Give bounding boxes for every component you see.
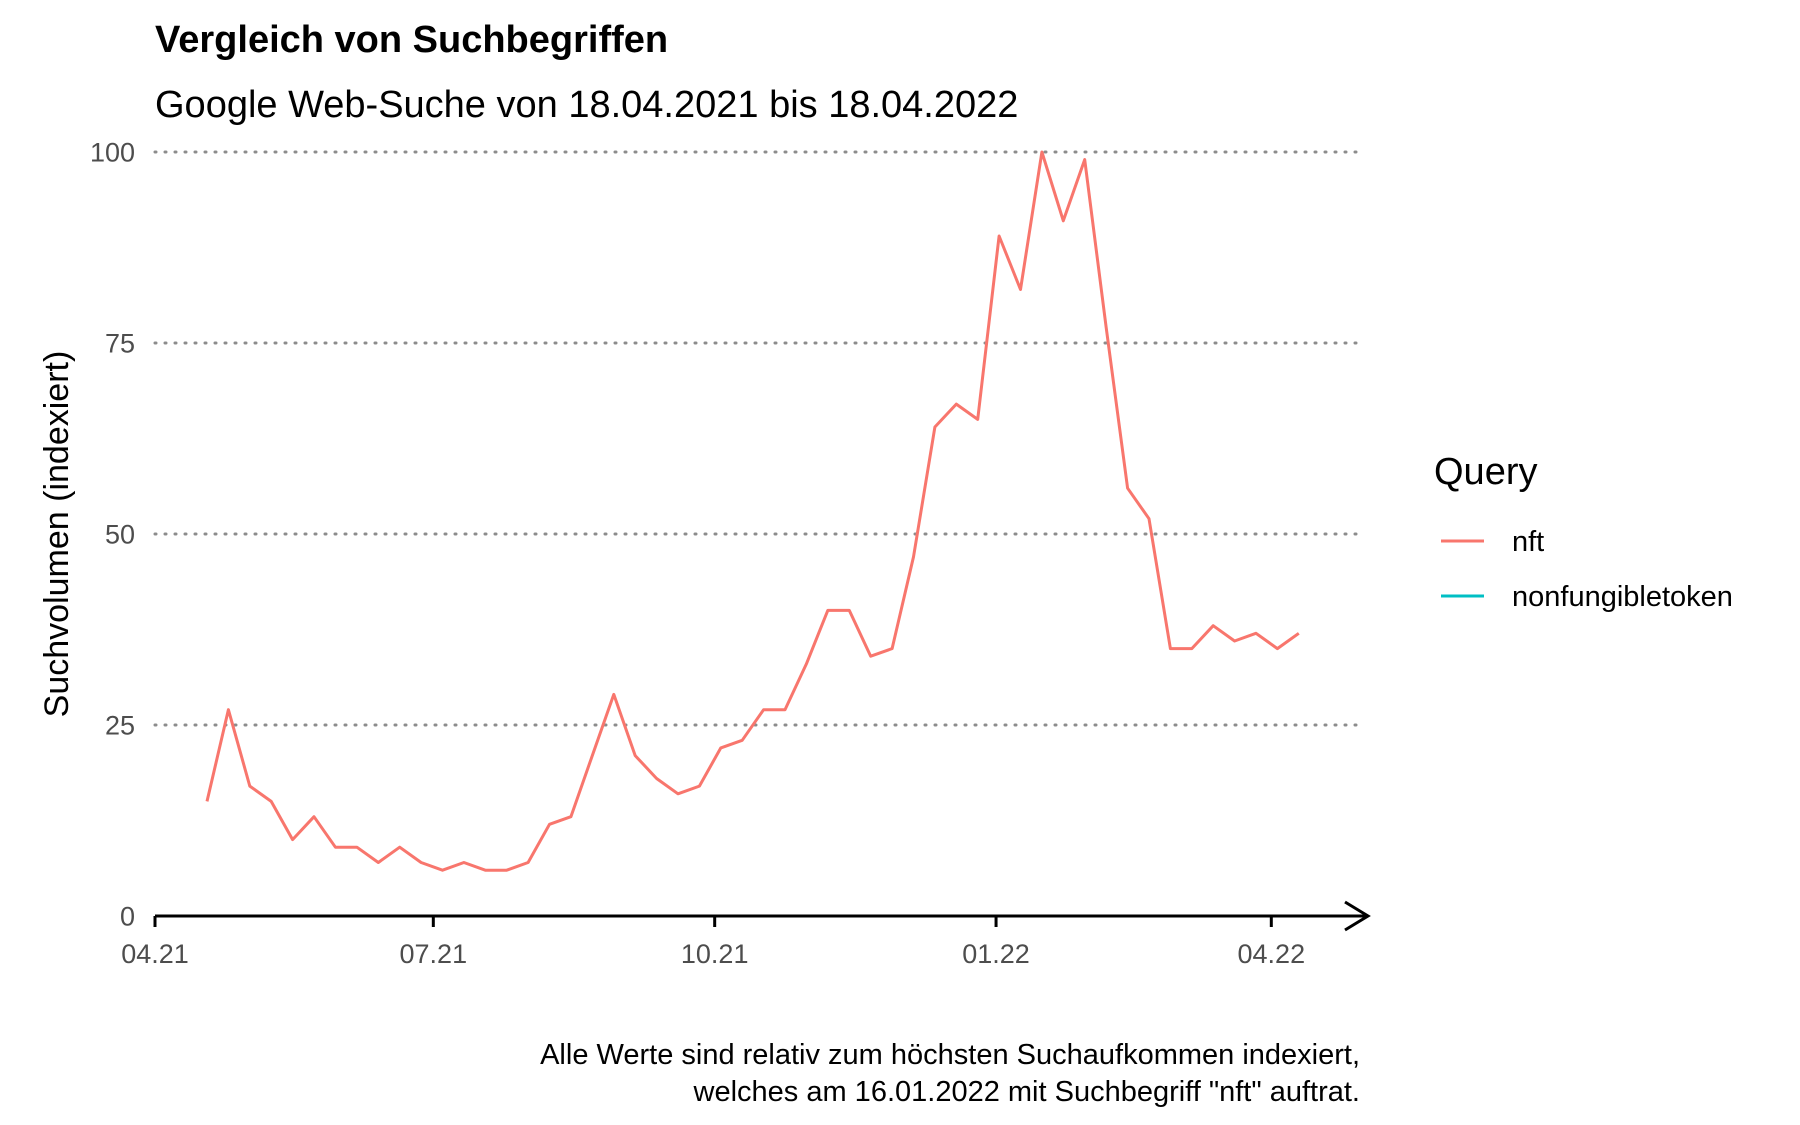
legend-label-nonfungibletoken: nonfungibletoken xyxy=(1512,581,1733,613)
chart-subtitle: Google Web-Suche von 18.04.2021 bis 18.0… xyxy=(155,84,1018,126)
x-tick-label: 04.21 xyxy=(121,939,189,969)
series-line-nft xyxy=(205,150,1300,872)
y-gridlines xyxy=(153,150,1367,727)
legend-label-nft: nft xyxy=(1512,526,1544,558)
y-tick-label: 100 xyxy=(90,137,135,167)
x-tick-label: 01.22 xyxy=(962,939,1030,969)
chart-title: Vergleich von Suchbegriffen xyxy=(155,19,668,61)
x-tick-label: 10.21 xyxy=(681,939,749,969)
y-tick-label: 0 xyxy=(120,901,135,931)
y-axis-title: Suchvolumen (indexiert) xyxy=(38,351,76,718)
caption-line-2: welches am 16.01.2022 mit Suchbegriff "n… xyxy=(693,1076,1360,1108)
legend-title: Query xyxy=(1434,451,1537,493)
y-tick-label: 25 xyxy=(105,710,135,740)
y-tick-label: 50 xyxy=(105,519,135,549)
x-axis-arrowhead xyxy=(1344,900,1371,932)
y-tick-label: 75 xyxy=(105,328,135,358)
x-tick-label: 07.21 xyxy=(400,939,468,969)
x-axis xyxy=(153,900,1371,932)
caption-line-1: Alle Werte sind relativ zum höchsten Suc… xyxy=(540,1039,1360,1071)
x-tick-labels: 04.21 07.21 10.21 01.22 04.22 xyxy=(121,939,1305,969)
plot-series xyxy=(205,150,1300,872)
legend: Query nft nonfungibletoken xyxy=(1434,451,1733,613)
x-tick-label: 04.22 xyxy=(1238,939,1306,969)
y-tick-labels: 0 25 50 75 100 xyxy=(90,137,135,931)
